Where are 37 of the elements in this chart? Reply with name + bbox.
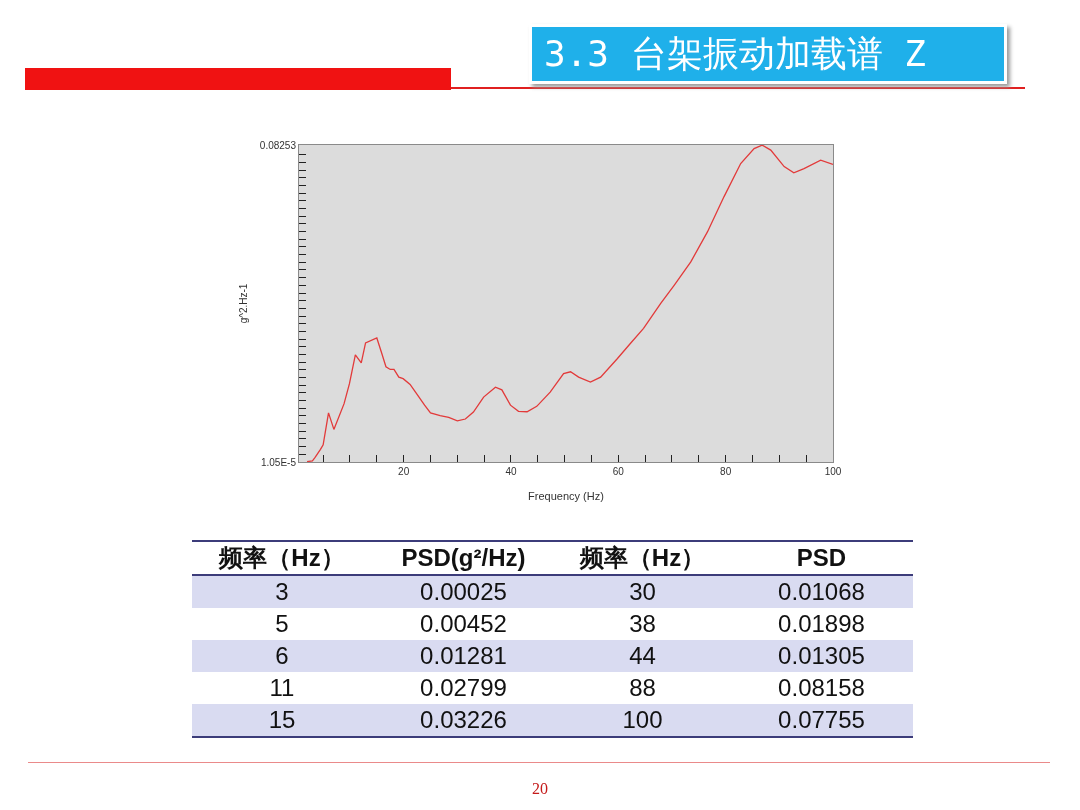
category-label: 38 <box>628 609 657 639</box>
y-axis-title: g^2.Hz-1 <box>237 283 249 324</box>
data-label: 0.00452 <box>419 609 508 639</box>
category-label: 3 <box>192 575 372 608</box>
text: 频率（Hz） <box>192 541 372 575</box>
x-tick-label: 60 <box>612 466 625 477</box>
category-label: 30 <box>555 575 730 608</box>
data-label: 0.00025 <box>372 575 555 608</box>
category-label: 15 <box>192 704 372 737</box>
text: 20 <box>532 780 548 798</box>
text: 频率（Hz） <box>555 541 730 575</box>
data-label: 0.08158 <box>777 673 866 703</box>
x-tick-label: 100 <box>824 466 842 477</box>
category-label: 44 <box>555 640 730 672</box>
x-tick-label: 40 <box>505 466 517 477</box>
data-label: 0.01305 <box>730 640 913 672</box>
text: PSD <box>730 541 913 575</box>
chart-title: 3.3 台架振动加载谱 Z <box>544 33 927 75</box>
y-tick-label: 0.08253 <box>259 139 297 151</box>
x-tick-label: 80 <box>720 466 732 477</box>
category-label: 5 <box>274 609 290 639</box>
line-series <box>306 145 833 462</box>
category-label: 6 <box>192 640 372 672</box>
category-label: 100 <box>555 704 730 737</box>
text: PSD(g²/Hz) <box>372 541 555 575</box>
x-tick-label: 20 <box>398 466 410 477</box>
data-label: 0.01281 <box>372 640 555 672</box>
data-label: 0.01898 <box>777 609 866 639</box>
category-label: 11 <box>268 673 296 703</box>
category-label: 88 <box>628 673 657 703</box>
data-label: 0.07755 <box>730 704 913 737</box>
data-label: 0.02799 <box>419 673 508 703</box>
y-tick-label: 1.05E-5 <box>260 456 297 468</box>
x-axis-title: Frequency (Hz) <box>528 490 604 503</box>
title-banner: 3.3 台架振动加载谱 Z <box>529 24 1007 84</box>
data-label: 0.01068 <box>730 575 913 608</box>
data-label: 0.03226 <box>372 704 555 737</box>
